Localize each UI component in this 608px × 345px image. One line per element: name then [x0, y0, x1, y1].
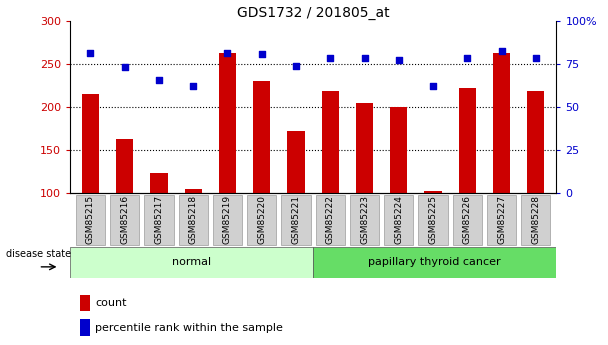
Text: GSM85217: GSM85217	[154, 195, 164, 245]
Text: GSM85219: GSM85219	[223, 195, 232, 245]
Point	[360, 55, 370, 61]
Text: GSM85224: GSM85224	[394, 196, 403, 244]
Point	[325, 55, 335, 61]
Bar	[82, 94, 99, 193]
Point	[428, 83, 438, 89]
FancyBboxPatch shape	[145, 195, 173, 245]
Bar	[322, 91, 339, 193]
Bar	[313, 247, 556, 278]
Text: GSM85227: GSM85227	[497, 195, 506, 245]
Text: GSM85215: GSM85215	[86, 195, 95, 245]
FancyBboxPatch shape	[110, 195, 139, 245]
Text: GSM85226: GSM85226	[463, 195, 472, 245]
Text: disease state: disease state	[6, 249, 71, 259]
Bar	[458, 88, 476, 193]
Point	[154, 78, 164, 83]
Text: count: count	[95, 298, 126, 308]
Bar	[150, 172, 168, 193]
FancyBboxPatch shape	[247, 195, 276, 245]
Text: GSM85218: GSM85218	[188, 195, 198, 245]
FancyBboxPatch shape	[179, 195, 208, 245]
Text: GSM85216: GSM85216	[120, 195, 130, 245]
FancyBboxPatch shape	[76, 195, 105, 245]
Point	[223, 50, 232, 56]
Bar	[219, 53, 236, 193]
FancyBboxPatch shape	[350, 195, 379, 245]
Point	[497, 48, 506, 54]
Point	[86, 50, 95, 56]
Text: GSM85221: GSM85221	[291, 195, 300, 245]
Text: GSM85220: GSM85220	[257, 195, 266, 245]
FancyBboxPatch shape	[282, 195, 311, 245]
FancyBboxPatch shape	[453, 195, 482, 245]
Bar	[70, 247, 313, 278]
FancyBboxPatch shape	[418, 195, 447, 245]
Text: GSM85225: GSM85225	[429, 195, 438, 245]
Bar	[527, 91, 544, 193]
Bar	[424, 190, 441, 193]
FancyBboxPatch shape	[213, 195, 242, 245]
Title: GDS1732 / 201805_at: GDS1732 / 201805_at	[237, 6, 390, 20]
Bar	[493, 53, 510, 193]
Point	[394, 57, 404, 62]
Text: percentile rank within the sample: percentile rank within the sample	[95, 323, 283, 333]
Point	[120, 65, 130, 70]
Bar	[185, 189, 202, 193]
FancyBboxPatch shape	[384, 195, 413, 245]
Text: GSM85228: GSM85228	[531, 195, 541, 245]
Bar	[288, 131, 305, 193]
Text: GSM85223: GSM85223	[360, 195, 369, 245]
Bar	[80, 295, 91, 311]
Point	[257, 52, 266, 57]
Point	[291, 63, 301, 68]
Point	[188, 83, 198, 89]
FancyBboxPatch shape	[521, 195, 550, 245]
Text: normal: normal	[172, 257, 211, 267]
Bar	[253, 81, 271, 193]
Text: GSM85222: GSM85222	[326, 196, 335, 244]
Text: papillary thyroid cancer: papillary thyroid cancer	[368, 257, 501, 267]
FancyBboxPatch shape	[487, 195, 516, 245]
Point	[531, 55, 541, 61]
Bar	[390, 107, 407, 193]
Point	[463, 55, 472, 61]
Bar	[356, 103, 373, 193]
Bar	[116, 139, 133, 193]
FancyBboxPatch shape	[316, 195, 345, 245]
Bar	[80, 319, 91, 336]
